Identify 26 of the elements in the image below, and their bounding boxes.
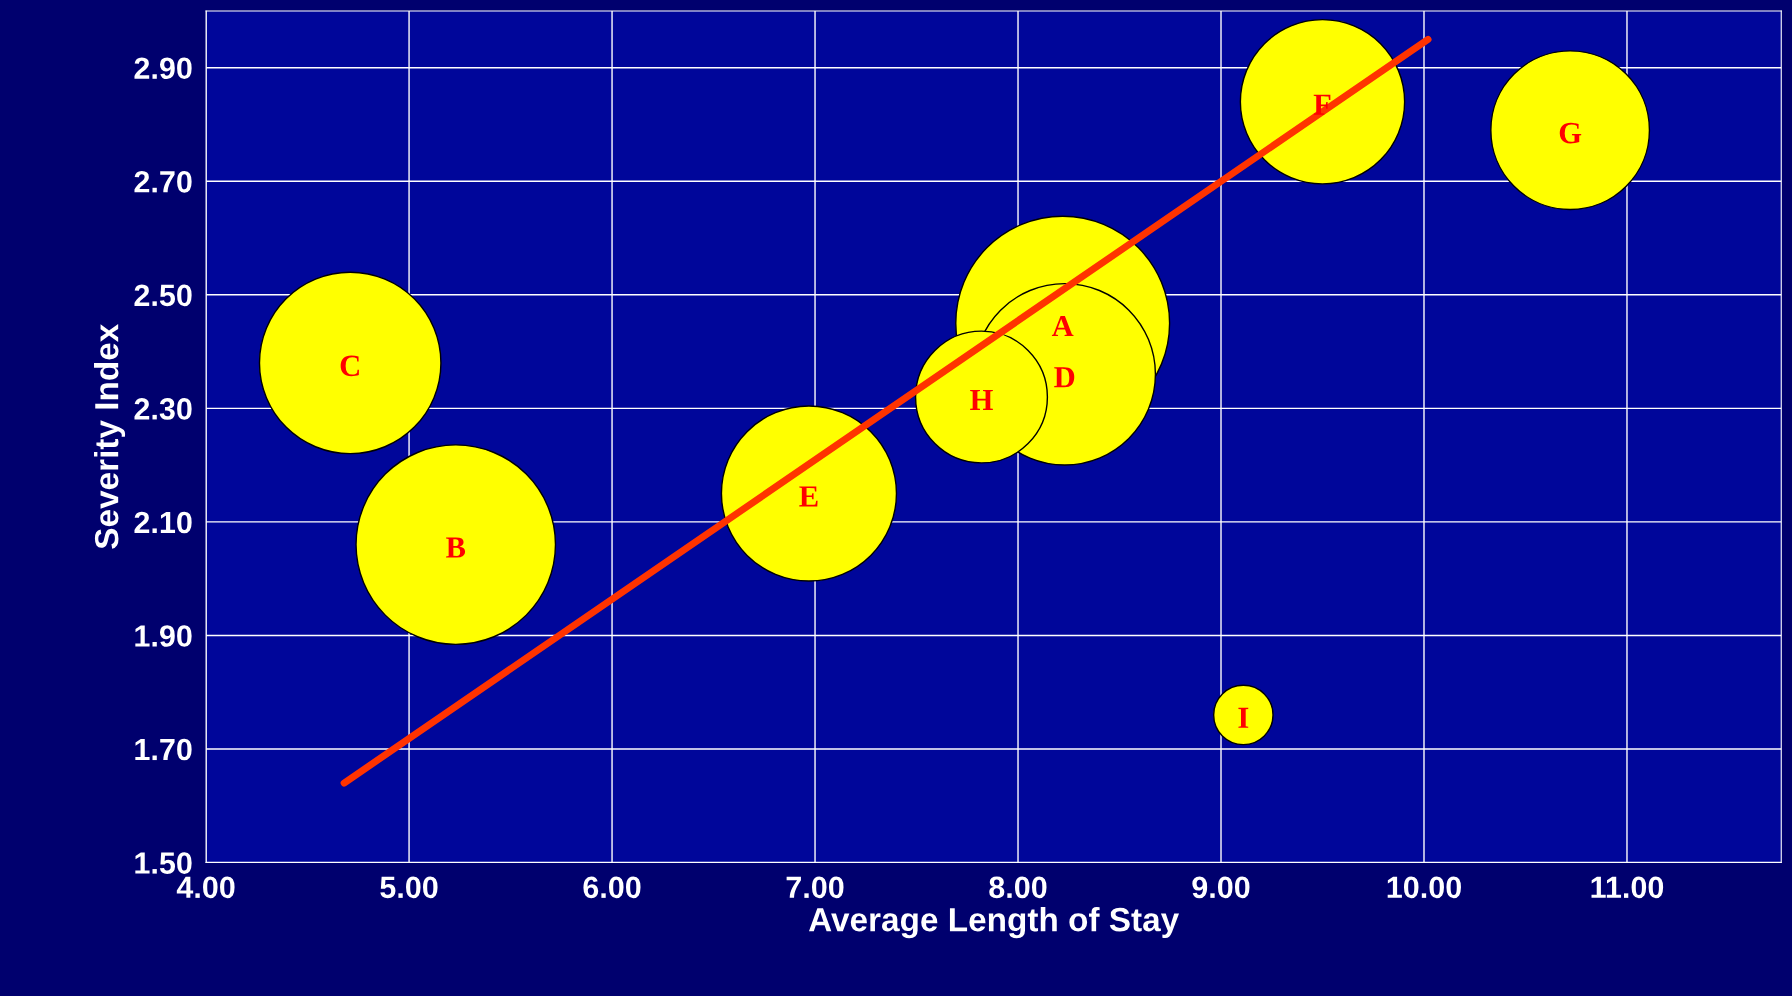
annotation: H <box>970 389 993 410</box>
annotation: D <box>1054 367 1075 388</box>
y-tick-label: 2.10 <box>134 511 192 534</box>
x-tick-label: 5.00 <box>380 876 438 899</box>
y-tick-label: 2.30 <box>134 398 192 420</box>
annotation: I <box>1238 707 1249 728</box>
x-tick-label: 7.00 <box>786 876 844 899</box>
annotation: A <box>1051 315 1074 337</box>
y-tick-label: 2.90 <box>134 57 192 80</box>
annotation: C <box>340 355 359 377</box>
y-tick-label: 2.50 <box>134 284 192 307</box>
annotation: E <box>799 486 818 507</box>
x-tick-label: 9.00 <box>1192 876 1250 899</box>
x-axis-title: Average Length of Stay <box>808 906 1180 939</box>
y-axis-title: Severity Index <box>94 323 126 549</box>
x-tick-label: 4.00 <box>176 876 235 899</box>
annotation: B <box>446 537 466 558</box>
x-tick-label: 10.00 <box>1387 876 1461 899</box>
y-tick-label: 1.50 <box>135 852 192 874</box>
annotation: G <box>1559 122 1582 144</box>
x-tick-label: 6.00 <box>583 876 641 899</box>
y-tick-label: 1.90 <box>135 625 192 647</box>
y-tick-label: 1.70 <box>135 738 192 761</box>
x-tick-label: 11.00 <box>1591 876 1664 899</box>
y-tick-label: 2.70 <box>134 171 192 193</box>
x-tick-label: 8.00 <box>989 876 1047 899</box>
